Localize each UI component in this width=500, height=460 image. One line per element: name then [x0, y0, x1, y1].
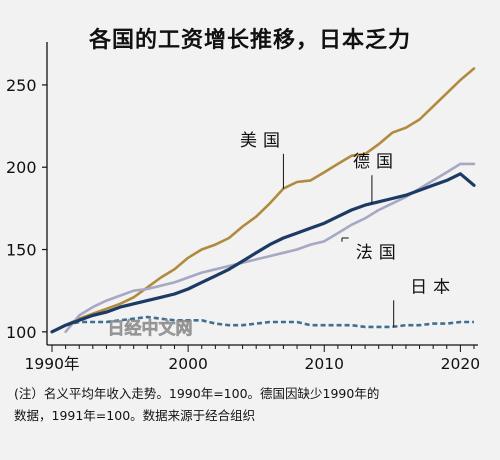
series-label-france: 法国 — [356, 243, 402, 263]
series-label-japan: 日本 — [410, 277, 456, 297]
series-label-germany: 德国 — [353, 152, 399, 172]
x-tick-label-2010: 2010 — [305, 355, 344, 373]
y-tick-label-200: 200 — [6, 158, 37, 177]
chart-title: 各国的工资增长推移，日本乏力 — [88, 28, 411, 53]
y-tick-label-150: 150 — [6, 241, 37, 260]
watermark: 日经中文网 — [108, 318, 193, 339]
series-line-germany — [50, 172, 476, 334]
x-tick-label-2020: 2020 — [441, 355, 480, 373]
note-line-1: (注）名义平均年收入走势。1990年=100。德国因缺少1990年的 — [14, 386, 380, 401]
y-tick-label-100: 100 — [6, 323, 37, 342]
x-tick-label-1990: 1990年 — [25, 355, 80, 373]
x-tick-label-2000: 2000 — [168, 355, 207, 373]
series-label-usa: 美国 — [240, 131, 286, 151]
series-line-japan — [51, 315, 474, 333]
y-tick-label-250: 250 — [6, 76, 37, 95]
note-line-2: 数据，1991年=100。数据来源于经合组织 — [14, 408, 256, 423]
series-line-france — [64, 162, 476, 334]
chart-note: (注）名义平均年收入走势。1990年=100。德国因缺少1990年的 数据，19… — [14, 383, 490, 427]
series-line-usa — [50, 67, 476, 334]
